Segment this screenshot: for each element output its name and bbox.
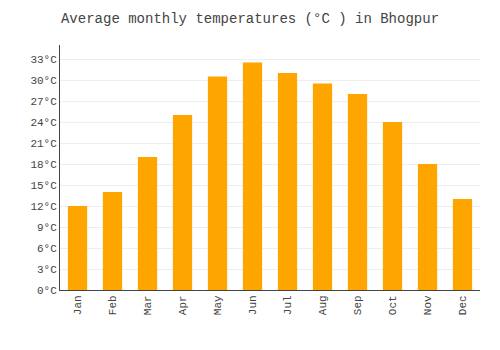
svg-text:Aug: Aug: [317, 295, 329, 315]
svg-text:Nov: Nov: [422, 295, 434, 315]
svg-text:Feb: Feb: [107, 295, 119, 315]
svg-text:Jun: Jun: [247, 295, 259, 315]
svg-text:Jan: Jan: [72, 295, 84, 315]
svg-text:15°C: 15°C: [30, 180, 57, 192]
svg-text:6°C: 6°C: [37, 243, 57, 255]
svg-text:Average monthly temperatures (: Average monthly temperatures (°C ) in Bh…: [61, 11, 439, 27]
svg-text:33°C: 33°C: [30, 54, 57, 66]
svg-text:12°C: 12°C: [30, 201, 57, 213]
svg-text:9°C: 9°C: [37, 222, 57, 234]
svg-text:Sep: Sep: [352, 295, 364, 315]
svg-text:Mar: Mar: [142, 295, 154, 315]
svg-text:May: May: [212, 295, 224, 315]
svg-text:21°C: 21°C: [30, 138, 57, 150]
svg-text:Jul: Jul: [282, 295, 294, 315]
svg-text:24°C: 24°C: [30, 117, 57, 129]
svg-text:Oct: Oct: [387, 295, 399, 315]
svg-text:18°C: 18°C: [30, 159, 57, 171]
svg-text:27°C: 27°C: [30, 96, 57, 108]
svg-text:Apr: Apr: [177, 295, 189, 315]
svg-text:30°C: 30°C: [30, 75, 57, 87]
svg-text:0°C: 0°C: [37, 285, 57, 297]
svg-text:Dec: Dec: [457, 295, 469, 315]
svg-text:3°C: 3°C: [37, 264, 57, 276]
